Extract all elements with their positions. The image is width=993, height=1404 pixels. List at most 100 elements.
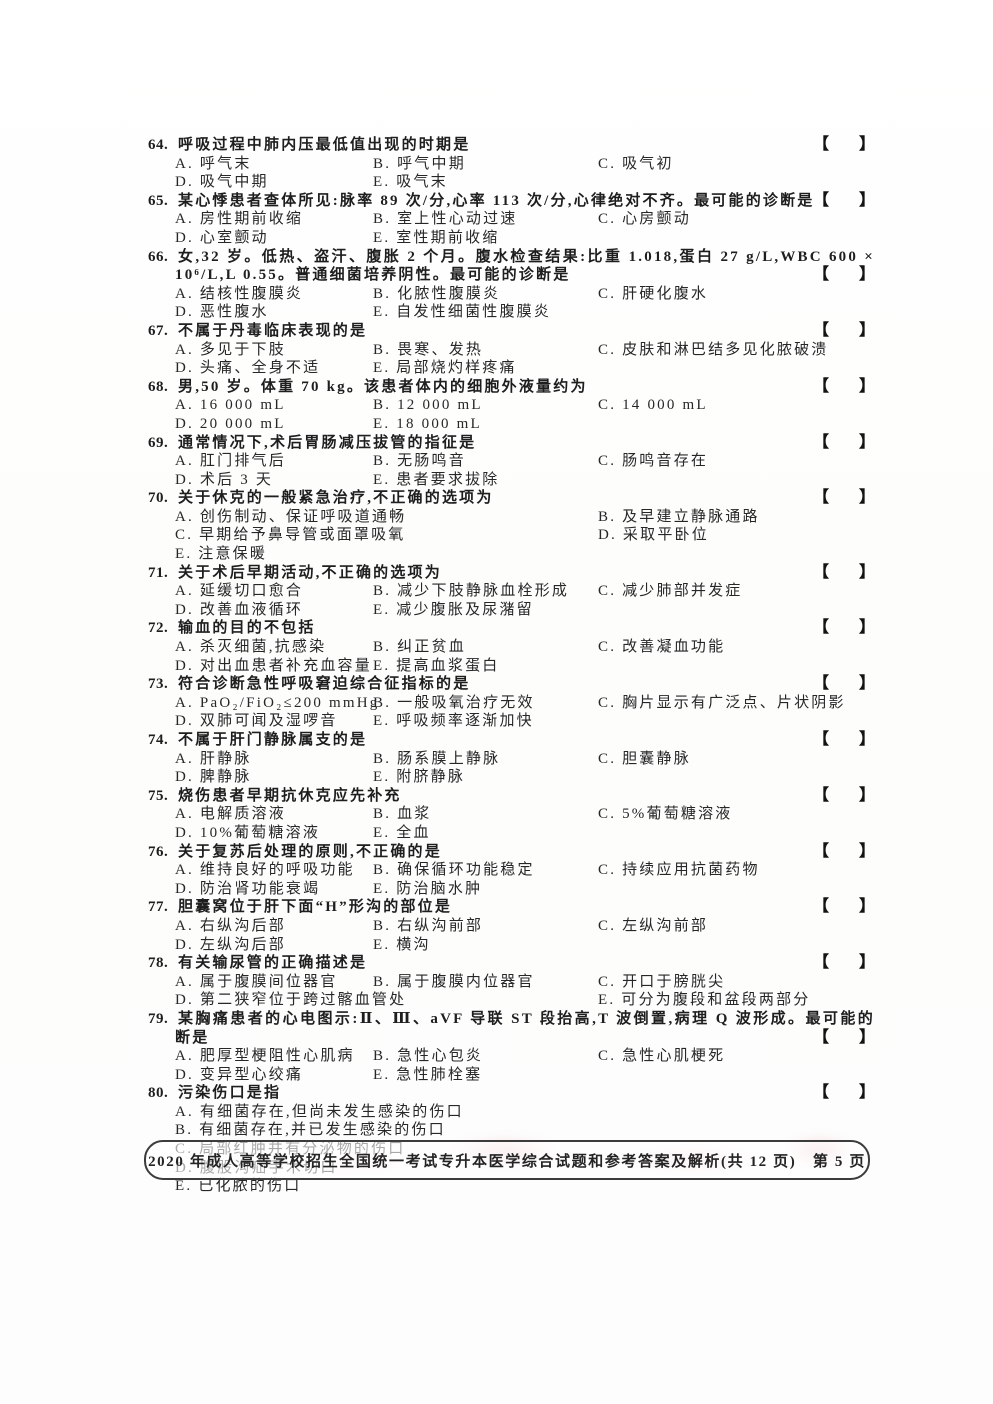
option-d: D. 10%葡萄糖溶液 xyxy=(175,824,321,841)
bracket-close: 】 xyxy=(858,954,875,972)
question-number: 67. xyxy=(148,322,169,339)
option-c: C. 心房颤动 xyxy=(598,211,691,228)
option-a: A. 属于腹膜间位器官 xyxy=(175,973,338,990)
option-b: B. 及早建立静脉通路 xyxy=(598,508,760,525)
option-e: E. 吸气末 xyxy=(373,174,448,191)
option-c: C. 早期给予鼻导管或面罩吸氧 xyxy=(175,527,406,544)
option-a: A. 有细菌存在,但尚未发生感染的伤口 xyxy=(175,1103,464,1120)
option-e: E. 可分为腹段和盆段两部分 xyxy=(598,992,811,1009)
bracket-close: 】 xyxy=(858,321,875,339)
option-d: D. 术后 3 天 xyxy=(175,471,274,488)
option-row: A. 呼气末 B. 呼气中期 C. 吸气初 xyxy=(148,155,875,174)
question-stem-row: 66. 女,32 岁。低热、盗汗、腹胀 2 个月。腹水检查结果:比重 1.018,… xyxy=(148,248,875,267)
option-row: E. 注意保暖 xyxy=(148,545,875,564)
option-e: E. 附脐静脉 xyxy=(373,769,466,786)
option-a: A. 维持良好的呼吸功能 xyxy=(175,862,355,879)
question-stem-text: 胆囊窝位于肝下面“H”形沟的部位是 xyxy=(178,899,453,916)
bracket-close: 】 xyxy=(858,675,875,693)
option-row: D. 变异型心绞痛 E. 急性肺栓塞 xyxy=(148,1066,875,1085)
bracket-close: 】 xyxy=(858,563,875,581)
option-b: B. 肠系膜上静脉 xyxy=(373,750,501,767)
question-70: 70. 关于休克的一般紧急治疗,不正确的选项为【】 A. 创伤制动、保证呼吸道通畅 B… xyxy=(148,489,875,563)
bracket-open: 【 xyxy=(812,433,829,451)
option-b: B. 确保循环功能稳定 xyxy=(373,862,535,879)
question-stem-text: 关于休克的一般紧急治疗,不正确的选项为 xyxy=(178,490,494,507)
option-e: E. 18 000 mL xyxy=(373,415,482,432)
question-75: 75. 烧伤患者早期抗休克应先补充【】 A. 电解质溶液 B. 血浆 C. 5%葡萄糖溶… xyxy=(148,787,875,843)
option-b: B. 有细菌存在,并已发生感染的伤口 xyxy=(175,1122,446,1139)
option-row: A. 肝静脉 B. 肠系膜上静脉 C. 胆囊静脉 xyxy=(148,750,875,769)
question-stem-text: 男,50 岁。体重 70 kg。该患者体内的细胞外液量约为 xyxy=(178,378,588,395)
option-row: A. 电解质溶液 B. 血浆 C. 5%葡萄糖溶液 xyxy=(148,805,875,824)
option-row: C. 早期给予鼻导管或面罩吸氧 D. 采取平卧位 xyxy=(148,526,875,545)
option-e: E. 注意保暖 xyxy=(175,546,268,563)
option-d: D. 采取平卧位 xyxy=(598,527,709,544)
option-d: D. 心室颤动 xyxy=(175,229,269,246)
answer-bracket: 【】 xyxy=(805,675,875,694)
option-a: A. 创伤制动、保证呼吸道通畅 xyxy=(175,508,407,525)
option-row: A. 杀灭细菌,抗感染 B. 纠正贫血 C. 改善凝血功能 xyxy=(148,638,875,657)
question-number: 72. xyxy=(148,620,169,637)
option-c: C. 肝硬化腹水 xyxy=(598,285,709,302)
option-row: A. 结核性腹膜炎 B. 化脓性腹膜炎 C. 肝硬化腹水 xyxy=(148,285,875,304)
question-stem-row: 71. 关于术后早期活动,不正确的选项为【】 xyxy=(148,564,875,583)
option-e: E. 患者要求拔除 xyxy=(373,471,500,488)
option-e: E. 急性肺栓塞 xyxy=(373,1066,483,1083)
option-b: B. 一般吸氧治疗无效 xyxy=(373,694,535,711)
bracket-open: 【 xyxy=(812,136,829,153)
footer-title: 2020 年成人高等学校招生全国统一考试专升本医学综合试题和参考答案及解析(共 … xyxy=(148,1153,866,1170)
option-row: D. 改善血液循环 E. 减少腹胀及尿潴留 xyxy=(148,601,875,620)
bracket-close: 】 xyxy=(858,842,875,860)
option-b: B. 12 000 mL xyxy=(373,397,483,414)
question-stem-text: 烧伤患者早期抗休克应先补充 xyxy=(178,787,402,804)
option-a: A. 结核性腹膜炎 xyxy=(175,285,304,302)
answer-bracket: 【】 xyxy=(805,731,875,750)
option-c: C. 肠鸣音存在 xyxy=(598,453,709,470)
bracket-close: 】 xyxy=(858,489,875,507)
bracket-open: 【 xyxy=(812,1084,829,1102)
bracket-open: 【 xyxy=(812,619,829,637)
question-number: 75. xyxy=(148,787,169,804)
bracket-open: 【 xyxy=(812,675,829,693)
question-stem-row: 70. 关于休克的一般紧急治疗,不正确的选项为【】 xyxy=(148,489,875,508)
bracket-close: 】 xyxy=(858,1028,875,1046)
option-b: B. 呼气中期 xyxy=(373,155,466,172)
option-row: A. 肛门排气后 B. 无肠鸣音 C. 肠鸣音存在 xyxy=(148,452,875,471)
option-e: E. 减少腹胀及尿潴留 xyxy=(373,601,534,618)
question-74: 74. 不属于肝门静脉属支的是【】 A. 肝静脉 B. 肠系膜上静脉 C. 胆囊静脉 D.… xyxy=(148,731,875,787)
question-number: 79. xyxy=(148,1010,169,1027)
option-c: C. 5%葡萄糖溶液 xyxy=(598,806,733,823)
answer-bracket: 【】 xyxy=(805,322,875,341)
question-stem-text: 有关输尿管的正确描述是 xyxy=(178,955,368,972)
question-stem-text: 10⁶/L,L 0.55。普通细菌培养阴性。最可能的诊断是 xyxy=(175,267,571,284)
option-e: E. 呼吸频率逐渐加快 xyxy=(373,713,534,730)
question-stem-text: 不属于肝门静脉属支的是 xyxy=(178,732,368,748)
option-b: B. 纠正贫血 xyxy=(373,639,466,656)
question-stem-row: 断是【】 xyxy=(148,1029,875,1048)
option-c: C. 持续应用抗菌药物 xyxy=(598,862,760,879)
option-e: E. 室性期前收缩 xyxy=(373,229,500,246)
bracket-open: 【 xyxy=(812,842,829,860)
question-stem-text: 符合诊断急性呼吸窘迫综合征指标的是 xyxy=(178,676,471,693)
option-b: B. 血浆 xyxy=(373,806,432,823)
question-stem-text: 某胸痛患者的心电图示:Ⅱ、Ⅲ、aVF 导联 ST 段抬高,T 波倒置,病理 Q … xyxy=(178,1010,875,1027)
option-d: D. 20 000 mL xyxy=(175,415,286,432)
option-c: C. 吸气初 xyxy=(598,155,674,172)
option-row: A. 多见于下肢 B. 畏寒、发热 C. 皮肤和淋巴结多见化脓破溃 xyxy=(148,341,875,360)
bracket-open: 【 xyxy=(812,786,829,804)
question-stem-text: 关于术后早期活动,不正确的选项为 xyxy=(178,564,442,581)
option-b: B. 畏寒、发热 xyxy=(373,341,484,358)
question-67: 67. 不属于丹毒临床表现的是【】 A. 多见于下肢 B. 畏寒、发热 C. 皮肤和淋巴… xyxy=(148,322,875,378)
question-64: 64. 呼吸过程中肺内压最低值出现的时期是【】 A. 呼气末 B. 呼气中期 C. 吸气… xyxy=(148,136,875,192)
question-number: 71. xyxy=(148,564,169,581)
option-c: C. 改善凝血功能 xyxy=(598,639,726,656)
question-stem-row: 69. 通常情况下,术后胃肠减压拔管的指征是【】 xyxy=(148,434,875,453)
answer-bracket: 【】 xyxy=(805,489,875,508)
question-stem-text: 某心悸患者查体所见:脉率 89 次/分,心率 113 次/分,心律绝对不齐。最可… xyxy=(178,192,815,209)
option-row: A. 属于腹膜间位器官 B. 属于腹膜内位器官 C. 开口于膀胱尖 xyxy=(148,973,875,992)
option-row: A. PaO₂/FiO₂≤200 mmHg B. 一般吸氧治疗无效 C. 胸片显示有… xyxy=(148,694,875,713)
option-d: D. 吸气中期 xyxy=(175,174,269,191)
bracket-open: 【 xyxy=(812,898,829,916)
answer-bracket: 【】 xyxy=(805,378,875,397)
option-row: D. 心室颤动 E. 室性期前收缩 xyxy=(148,229,875,248)
